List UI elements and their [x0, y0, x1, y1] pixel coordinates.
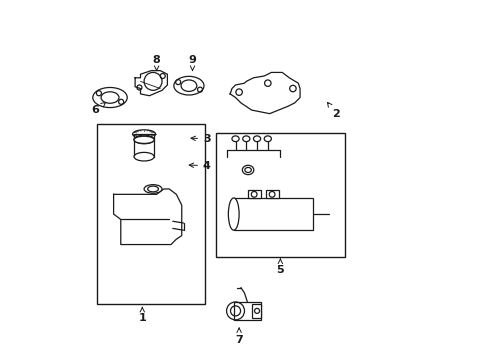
Bar — [233, 198, 312, 230]
Ellipse shape — [174, 76, 203, 95]
Text: 6: 6 — [92, 103, 105, 115]
Bar — [215, 134, 344, 257]
Text: 4: 4 — [189, 161, 210, 171]
Ellipse shape — [134, 136, 154, 143]
Text: 9: 9 — [188, 55, 196, 71]
Ellipse shape — [264, 136, 271, 141]
Ellipse shape — [253, 136, 260, 141]
Bar — [97, 125, 204, 304]
Text: 2: 2 — [327, 102, 339, 119]
Ellipse shape — [144, 185, 162, 193]
Text: 8: 8 — [152, 55, 160, 71]
Ellipse shape — [231, 136, 239, 141]
Polygon shape — [230, 72, 300, 114]
Ellipse shape — [134, 152, 154, 161]
Ellipse shape — [228, 198, 239, 230]
Ellipse shape — [132, 130, 155, 138]
Text: 7: 7 — [235, 328, 243, 345]
Text: 1: 1 — [138, 307, 146, 323]
Ellipse shape — [93, 87, 127, 108]
Text: 3: 3 — [191, 134, 210, 144]
Bar — [251, 304, 260, 318]
Polygon shape — [113, 189, 182, 244]
Ellipse shape — [242, 136, 249, 141]
Ellipse shape — [134, 135, 154, 144]
Text: 5: 5 — [276, 259, 284, 275]
Bar — [247, 190, 260, 198]
Polygon shape — [135, 71, 167, 96]
Bar — [265, 190, 278, 198]
Bar — [134, 134, 154, 140]
Bar — [233, 302, 260, 320]
Ellipse shape — [242, 165, 253, 175]
